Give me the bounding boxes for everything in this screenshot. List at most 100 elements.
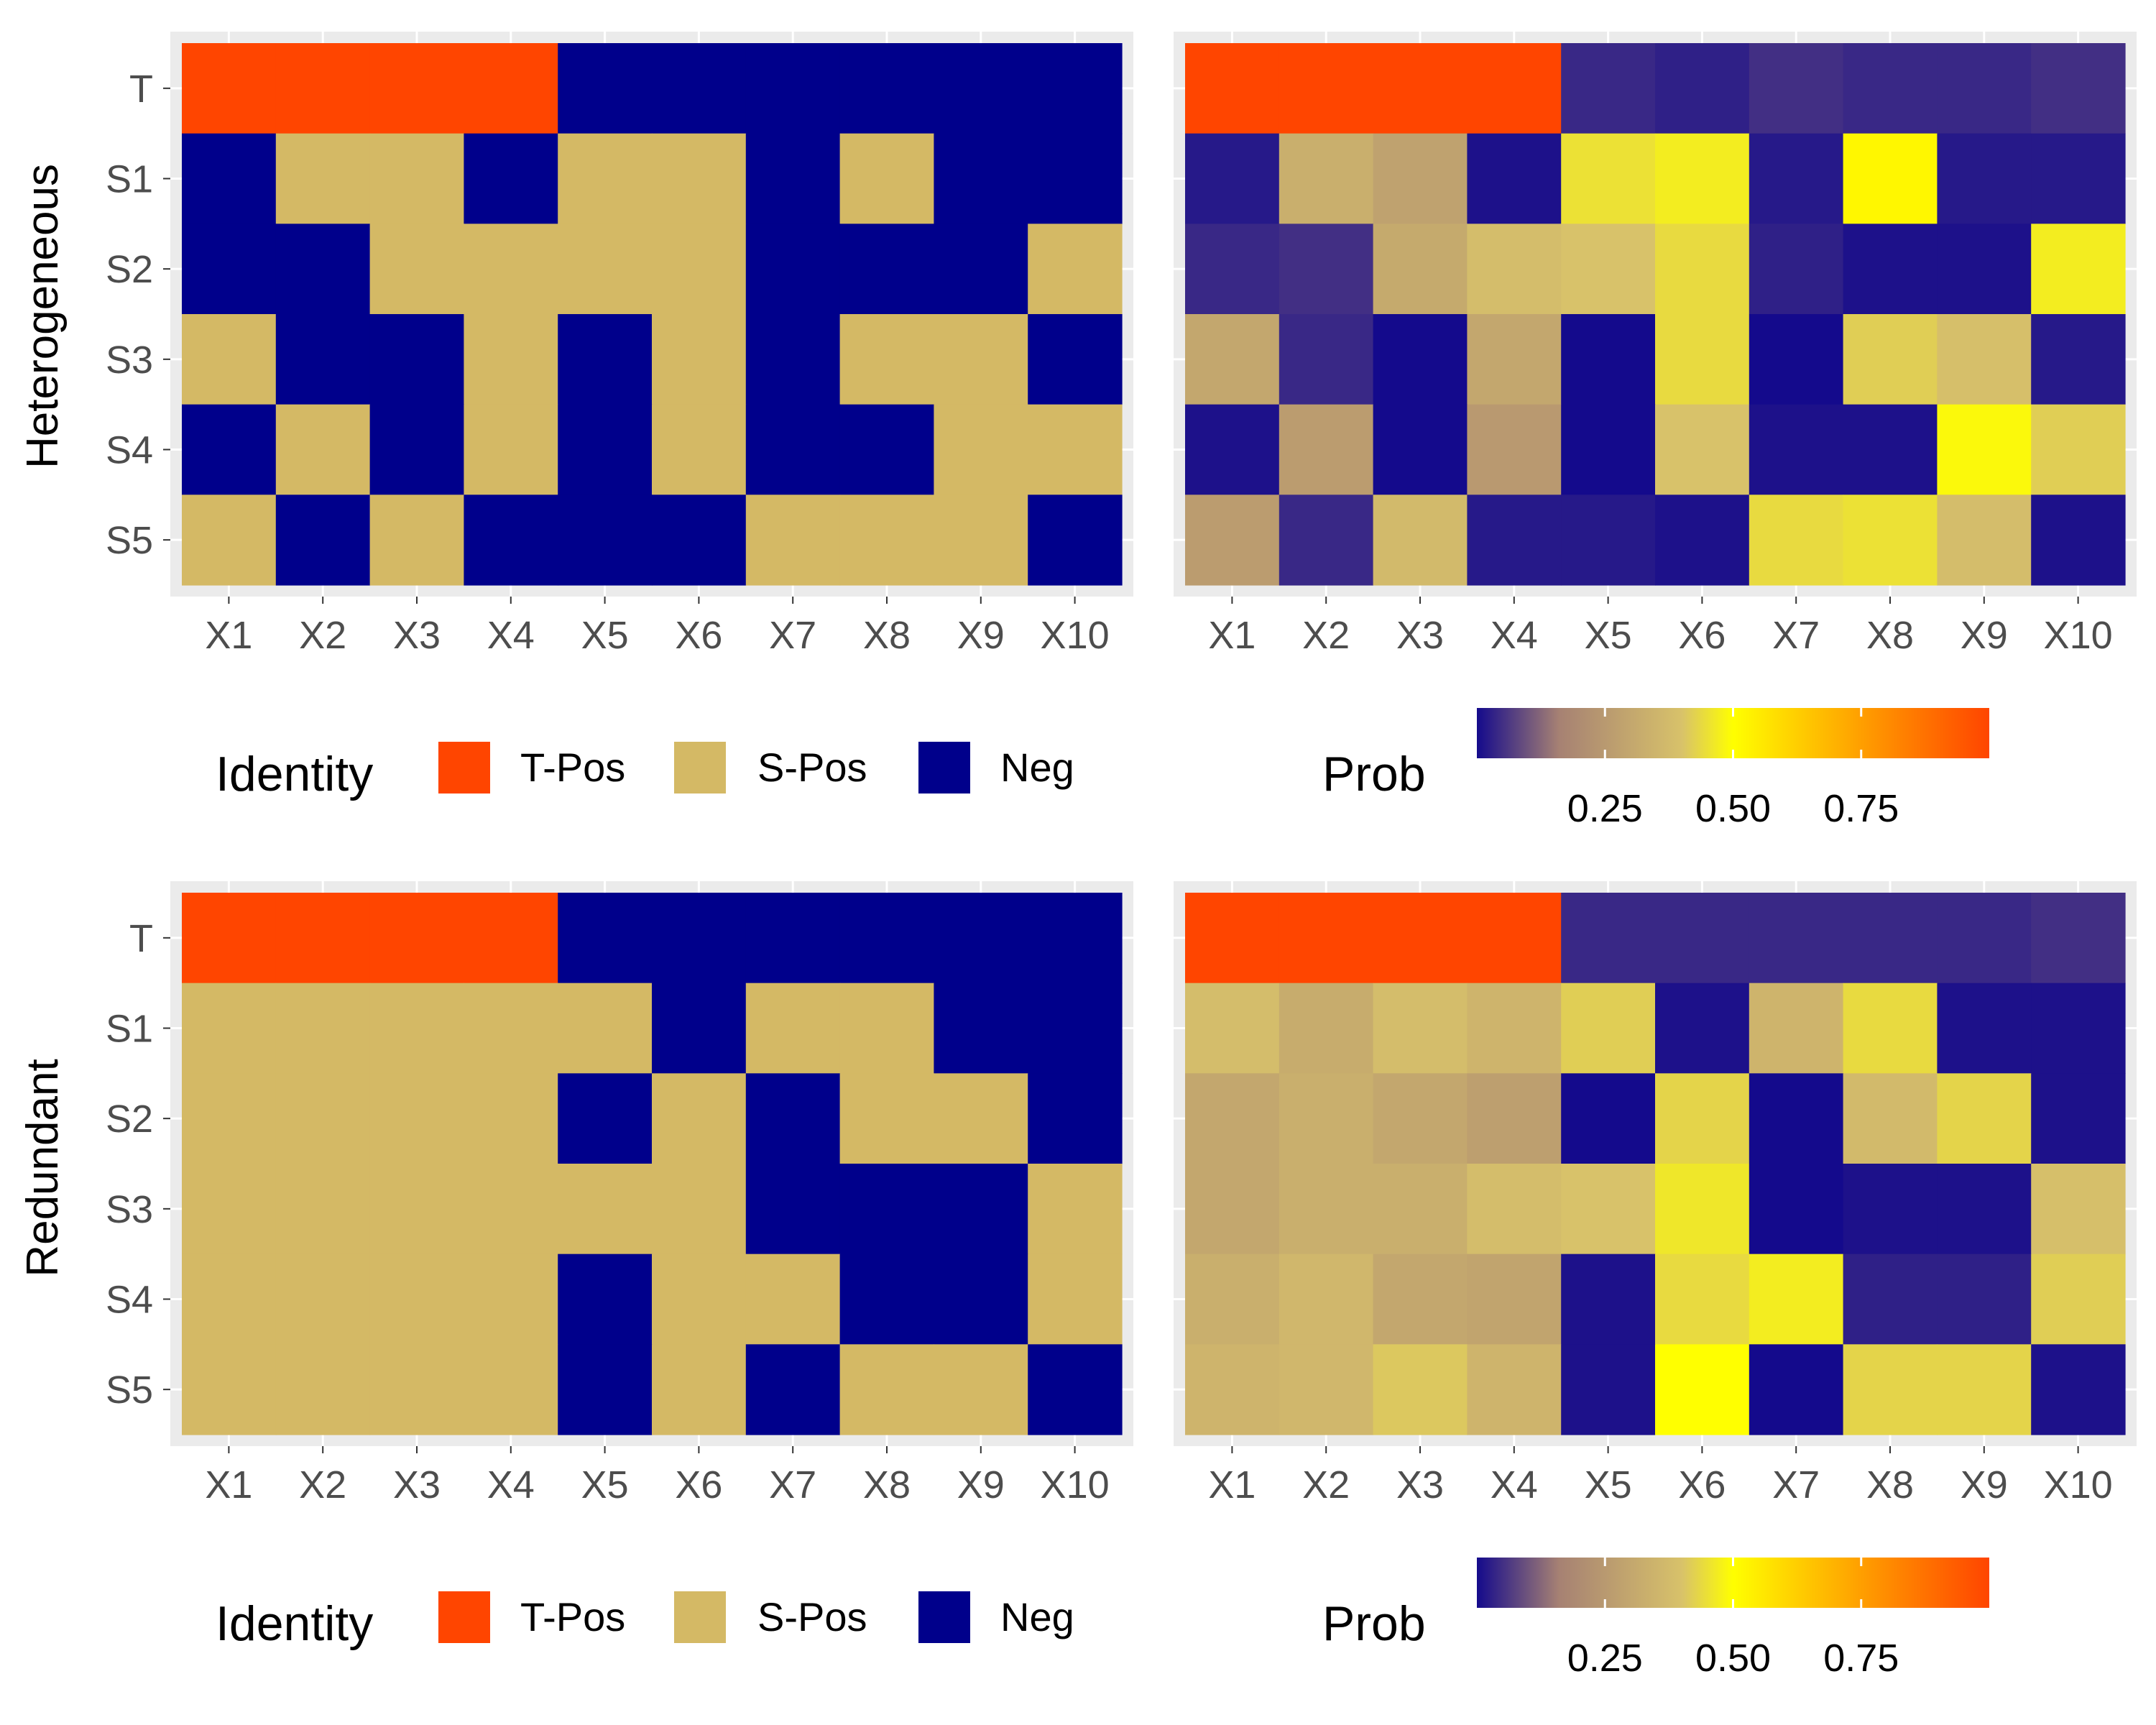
heatmap-cell bbox=[1561, 494, 1656, 586]
heatmap-cell bbox=[1373, 494, 1468, 586]
heatmap-cell bbox=[275, 893, 371, 984]
heatmap-cell bbox=[369, 43, 464, 134]
x-tick-label: X3 bbox=[1396, 614, 1444, 657]
y-tick-label: S1 bbox=[106, 1008, 153, 1051]
heatmap-cell bbox=[1561, 1164, 1656, 1255]
legend-label-t-pos: T-Pos bbox=[520, 1594, 625, 1639]
x-tick-label: X5 bbox=[581, 614, 629, 657]
heatmap-cell bbox=[464, 983, 558, 1074]
x-tick-label: X1 bbox=[1208, 1463, 1256, 1506]
heatmap-cell bbox=[1373, 893, 1468, 984]
heatmap-cell bbox=[182, 314, 277, 405]
heatmap-cell bbox=[182, 43, 277, 134]
heatmap-cell bbox=[1467, 1344, 1562, 1435]
heatmap-cell bbox=[745, 43, 841, 134]
y-tick-label: S2 bbox=[106, 1098, 153, 1141]
x-tick-label: X1 bbox=[205, 614, 252, 657]
legend-label-t-pos: T-Pos bbox=[520, 745, 625, 790]
heatmap-cell bbox=[1749, 893, 1844, 984]
heatmap-cell bbox=[1185, 1344, 1280, 1435]
heatmap-heterogeneous-identity: X1 X2 X3 X4 X5 X6 X7 X8 X9 X10 T S1 S2 S3 S4 S5 bbox=[106, 32, 1133, 657]
heatmap-cell bbox=[275, 494, 371, 586]
heatmap-heterogeneous-prob: X1 X2 X3 X4 X5 X6 X7 X8 X9 X10 bbox=[1174, 32, 2137, 657]
x-tick-label: X4 bbox=[487, 1463, 535, 1506]
legend-swatch-s-pos bbox=[674, 1591, 726, 1643]
heatmap-cell bbox=[745, 133, 841, 224]
heatmap-cell bbox=[1467, 314, 1562, 405]
heatmap-cell bbox=[1749, 314, 1844, 405]
heatmap-cell bbox=[1028, 404, 1123, 495]
heatmap-cell bbox=[1937, 224, 2032, 315]
colorbar-tick-label: 0.75 bbox=[1823, 787, 1899, 830]
heatmap-cell bbox=[652, 314, 747, 405]
heatmap-cell bbox=[1028, 1254, 1123, 1345]
x-tick-label: X9 bbox=[1961, 1463, 2008, 1506]
heatmap-cell bbox=[2031, 1073, 2126, 1164]
heatmap-cell bbox=[1937, 1073, 2032, 1164]
heatmap-cell bbox=[1561, 133, 1656, 224]
heatmap-cell bbox=[1028, 224, 1123, 315]
heatmap-cell bbox=[275, 1073, 371, 1164]
heatmap-cell bbox=[1749, 133, 1844, 224]
heatmap-cell bbox=[839, 1073, 934, 1164]
heatmap-cell bbox=[1749, 43, 1844, 134]
heatmap-cell bbox=[558, 1073, 653, 1164]
heatmap-cell bbox=[1373, 1344, 1468, 1435]
heatmap-cell bbox=[1373, 314, 1468, 405]
heatmap-cell bbox=[1749, 494, 1844, 586]
heatmap-cell bbox=[558, 1344, 653, 1435]
heatmap-cell bbox=[1843, 404, 1938, 495]
heatmap-cell bbox=[275, 43, 371, 134]
heatmap-cell bbox=[1279, 1164, 1374, 1255]
y-tick-label: S2 bbox=[106, 248, 153, 291]
heatmap-cell bbox=[839, 1164, 934, 1255]
heatmap-cell bbox=[1185, 494, 1280, 586]
heatmap-cell bbox=[934, 224, 1028, 315]
heatmap-cell bbox=[1467, 1164, 1562, 1255]
colorbar-tick-label: 0.25 bbox=[1567, 787, 1643, 830]
heatmap-cell bbox=[464, 1344, 558, 1435]
heatmap-cell bbox=[1749, 983, 1844, 1074]
heatmap-cell bbox=[1467, 893, 1562, 984]
heatmap-cell bbox=[1749, 1073, 1844, 1164]
heatmap-cell bbox=[182, 494, 277, 586]
legend-swatch-s-pos bbox=[674, 742, 726, 794]
heatmap-cell bbox=[1185, 43, 1280, 134]
heatmap-cell bbox=[745, 404, 841, 495]
x-tick-label: X6 bbox=[675, 614, 722, 657]
heatmap-cell bbox=[1937, 314, 2032, 405]
x-tick-label: X7 bbox=[1772, 1463, 1820, 1506]
heatmap-cell bbox=[1185, 893, 1280, 984]
heatmap-cell bbox=[1843, 133, 1938, 224]
heatmap-cell bbox=[2031, 43, 2126, 134]
heatmap-cell bbox=[839, 133, 934, 224]
heatmap-cell bbox=[558, 133, 653, 224]
heatmap-cell bbox=[1843, 893, 1938, 984]
heatmap-cell bbox=[1561, 314, 1656, 405]
heatmap-cell bbox=[652, 1254, 747, 1345]
heatmap-cell bbox=[745, 1164, 841, 1255]
heatmap-cell bbox=[1655, 404, 1750, 495]
x-tick-label: X3 bbox=[393, 614, 441, 657]
heatmap-cell bbox=[2031, 494, 2126, 586]
heatmap-cell bbox=[1467, 983, 1562, 1074]
heatmap-cell bbox=[1655, 133, 1750, 224]
heatmap-cell bbox=[558, 983, 653, 1074]
identity-legend-bottom: Identity T-Pos S-Pos Neg bbox=[216, 1591, 1074, 1651]
heatmap-cell bbox=[652, 1164, 747, 1255]
heatmap-cell bbox=[464, 314, 558, 405]
legend-swatch-neg bbox=[918, 1591, 970, 1643]
heatmap-cell bbox=[1937, 1164, 2032, 1255]
heatmap-cell bbox=[745, 893, 841, 984]
heatmap-cell bbox=[1655, 983, 1750, 1074]
heatmap-cell bbox=[1185, 224, 1280, 315]
colorbar-tick-label: 0.50 bbox=[1695, 1637, 1771, 1680]
heatmap-cell bbox=[182, 404, 277, 495]
row-label-heterogeneous: Heterogeneous bbox=[18, 164, 68, 469]
heatmap-cell bbox=[934, 1344, 1028, 1435]
heatmap-cell bbox=[1843, 1254, 1938, 1345]
x-tick-label: X6 bbox=[1678, 614, 1726, 657]
x-tick-label: X2 bbox=[1302, 1463, 1350, 1506]
heatmap-cell bbox=[1937, 404, 2032, 495]
x-tick-label: X2 bbox=[1302, 614, 1350, 657]
